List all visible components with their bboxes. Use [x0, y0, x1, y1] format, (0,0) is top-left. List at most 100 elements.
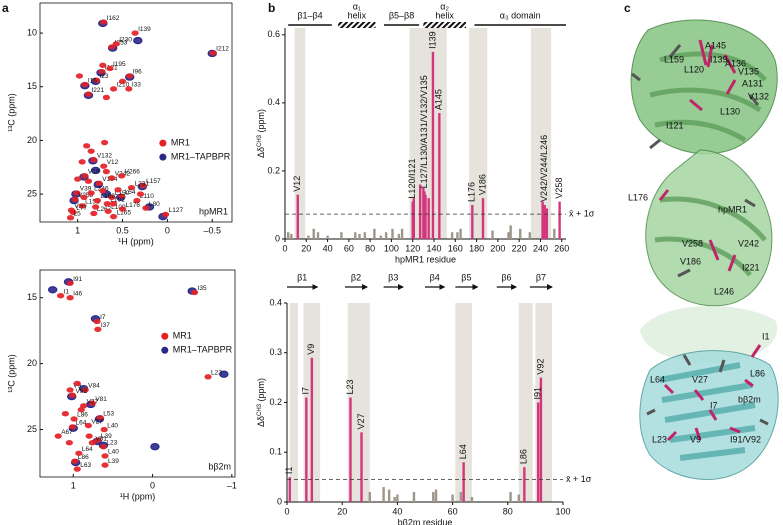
x-tick-label: 160 [448, 243, 463, 253]
peak [209, 50, 217, 56]
segment-label: helix [435, 10, 454, 20]
peak-label: I7 [100, 314, 106, 321]
peak-label: I139 [138, 26, 151, 33]
peak [90, 157, 98, 163]
peak [102, 168, 110, 175]
structure-b2m [639, 306, 779, 480]
threshold-label: x̄ + 1σ [569, 209, 595, 219]
peak [100, 426, 108, 433]
peak [109, 86, 118, 92]
bar [517, 494, 521, 502]
peak [96, 414, 104, 421]
helix [423, 22, 466, 28]
legend-label: MR1–TAPBPR [171, 152, 231, 162]
bar-label: V242/V244/L246 [539, 135, 549, 202]
x-tick-label: 100 [555, 506, 570, 516]
bar [384, 232, 388, 239]
bar [290, 233, 293, 239]
bar [451, 494, 454, 502]
bar [491, 230, 494, 239]
peak-label: I37 [101, 322, 110, 329]
peak [109, 213, 118, 220]
legend-label: MR1 [171, 138, 190, 148]
peak-label: L39 [101, 433, 112, 440]
peak-label: V84 [88, 383, 100, 390]
peak [92, 77, 101, 83]
y-tick-label: 20 [27, 358, 37, 368]
legend-swatch [159, 139, 167, 147]
y-tick-label: 0.2 [269, 397, 282, 407]
structure-label: I139 [710, 54, 728, 64]
bar [553, 228, 556, 239]
peak-label: L40 [108, 449, 119, 456]
y-axis-label-sup: CH3 [257, 403, 263, 416]
peak [71, 196, 79, 203]
structure-label: L86 [750, 368, 765, 378]
peak [87, 190, 95, 196]
peak [54, 433, 62, 439]
bar [288, 477, 291, 502]
bar-label: I139 [427, 31, 437, 49]
peak-label: I35 [198, 285, 207, 292]
peak [90, 166, 101, 175]
peak-label: V19 [88, 169, 100, 176]
y-tick-label: 0 [277, 496, 282, 506]
bar [382, 487, 385, 502]
x-tick-label: 0 [284, 506, 289, 516]
x-tick-label: 220 [512, 243, 527, 253]
segment-label: β5–β8 [389, 10, 414, 20]
peak-label: L176 [126, 202, 141, 209]
peak [94, 326, 102, 333]
bar-label: L23 [345, 379, 355, 394]
bar [340, 232, 343, 239]
peak-label: L151 [85, 199, 100, 206]
peak [73, 466, 81, 472]
bar [310, 357, 314, 502]
structure-label: bβ2m [738, 394, 761, 404]
y-tick-label: 0.2 [267, 165, 280, 175]
y-tick-label: 0.4 [269, 297, 282, 307]
x-axis-label: hpMR1 residue [395, 254, 456, 264]
peak-label: V12 [107, 159, 119, 166]
bar [296, 194, 299, 239]
peak [65, 440, 73, 446]
bar-label: V27 [356, 413, 366, 429]
structure-label: V242 [738, 238, 759, 248]
peak [92, 204, 100, 210]
x-tick-label: 200 [490, 243, 505, 253]
peak [73, 190, 81, 196]
structure-label: V27 [692, 374, 708, 384]
bar [509, 225, 512, 239]
x-tick-label: –0.5 [203, 225, 221, 235]
highlight-band [347, 303, 370, 502]
panel-letter: a [2, 1, 9, 15]
spectrum-tag: bβ2m [208, 461, 231, 471]
peak [112, 41, 120, 47]
peak [190, 289, 199, 296]
bar-label: V12 [292, 176, 302, 192]
bar [316, 232, 320, 239]
peak [133, 197, 141, 204]
y-tick-label: 0.4 [267, 97, 280, 107]
y-axis-label-unit: (ppm) [256, 109, 266, 135]
peak-label: I195 [113, 61, 126, 68]
x-axis-label: ¹H (ppm) [120, 491, 156, 501]
peak-label: L157 [146, 178, 161, 185]
peak-label: L100 [111, 204, 126, 211]
peak [57, 293, 65, 299]
peak [80, 194, 88, 201]
peak [85, 433, 93, 439]
peak [136, 191, 145, 197]
peak [84, 178, 93, 184]
y-tick-label: 15 [27, 81, 37, 91]
bar [305, 397, 308, 502]
y-axis-label: ¹³C (ppm) [6, 93, 16, 132]
x-tick-label: 20 [337, 506, 347, 516]
peak [98, 69, 106, 75]
x-tick-label: 140 [426, 243, 441, 253]
bar [434, 489, 438, 502]
segment-label: α₂ [440, 1, 449, 11]
peak [125, 86, 133, 92]
bar [412, 492, 416, 502]
